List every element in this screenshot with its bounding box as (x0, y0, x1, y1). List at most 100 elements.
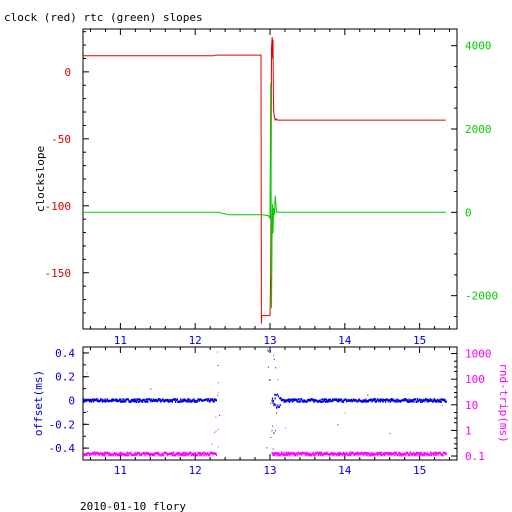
rtt-outlier (344, 412, 346, 414)
offset-point (90, 400, 92, 403)
offset-point (363, 400, 365, 403)
rtt-point (388, 453, 390, 455)
rtt-point (101, 453, 103, 456)
bottom-y2label: rnd-trip(ms) (497, 363, 510, 442)
rtt-point (127, 454, 130, 457)
rtt-point (97, 451, 99, 454)
offset-point (337, 400, 339, 402)
rtt-point (400, 454, 402, 457)
offset-point (279, 404, 281, 407)
rtt-point (85, 452, 87, 455)
top-x-axis: 11 12 13 14 15 (89, 29, 451, 347)
offset-point (130, 401, 132, 403)
rtt-point (317, 454, 319, 456)
offset-point (351, 400, 353, 403)
offset-point (429, 398, 432, 401)
rtt-point (377, 454, 379, 456)
rtt-point (385, 453, 387, 456)
rtt-point (434, 453, 436, 456)
rtt-point (313, 454, 315, 457)
rtt-point (372, 452, 375, 455)
offset-outlier (219, 414, 221, 416)
rtt-point (176, 453, 178, 456)
offset-point (88, 398, 90, 401)
offset-point (188, 399, 191, 402)
rtt-point (424, 454, 426, 457)
rtt-point (306, 454, 308, 457)
offset-point (409, 400, 411, 403)
offset-point (145, 398, 147, 401)
rtt-point (338, 452, 340, 454)
rtt-point (181, 452, 183, 455)
offset-point (434, 399, 436, 402)
offset-point (215, 399, 217, 402)
offset-point (328, 400, 331, 403)
rtt-point (430, 451, 432, 454)
rtt-point (296, 453, 298, 455)
rtt-point (283, 453, 285, 456)
offset-point (276, 406, 278, 409)
rtt-point (314, 453, 316, 456)
rtt-outlier (442, 404, 444, 406)
rtt-point (318, 453, 320, 455)
rtt-point (389, 452, 391, 455)
offset-point (280, 398, 282, 401)
offset-point (274, 393, 276, 396)
rtt-point (200, 451, 202, 454)
offset-point (392, 398, 394, 401)
rtt-point (441, 453, 443, 456)
rtt-point (442, 454, 444, 457)
rtt-point (149, 454, 152, 457)
rtt-point (430, 454, 432, 457)
offset-outlier (273, 432, 275, 434)
rtt-point (376, 452, 378, 454)
rtt-point (382, 453, 384, 456)
rtt-point (281, 452, 283, 455)
offset-point (293, 399, 295, 402)
rtt-point (186, 452, 188, 455)
rtt-point (287, 452, 289, 454)
rtt-point (83, 454, 85, 457)
rtt-point (197, 454, 199, 457)
offset-point (193, 399, 195, 402)
y-tick-label: 0.4 (55, 347, 75, 360)
offset-point (175, 400, 177, 403)
offset-point (182, 399, 184, 401)
rtt-point (405, 454, 407, 457)
rtt-point (393, 453, 395, 456)
offset-point (188, 400, 190, 403)
offset-point (443, 398, 445, 401)
rtt-point (293, 454, 296, 457)
offset-point (312, 398, 314, 401)
rtt-point (125, 453, 127, 456)
rtt-point (192, 454, 194, 457)
offset-point (123, 399, 125, 402)
offset-point (273, 404, 275, 407)
x-tick-label: 15 (413, 334, 426, 347)
rtt-point (346, 451, 348, 454)
rtt-point (180, 452, 182, 455)
rtt-point (321, 453, 323, 455)
offset-outlier (217, 364, 219, 366)
offset-point (353, 398, 355, 401)
rtt-point (113, 453, 115, 456)
rtt-point (314, 454, 316, 457)
offset-point (141, 400, 143, 403)
rtt-point (444, 451, 446, 454)
offset-point (413, 401, 415, 403)
offset-point (393, 399, 395, 402)
offset-point (411, 400, 413, 403)
offset-point (327, 400, 329, 403)
offset-point (171, 399, 173, 402)
rtt-point (380, 454, 382, 457)
offset-point (278, 406, 280, 409)
rtt-point (199, 454, 201, 457)
rtt-point (273, 451, 275, 454)
rtt-point (285, 452, 287, 455)
rtt-point (300, 452, 302, 454)
rtt-point (339, 451, 341, 454)
offset-point (426, 398, 428, 401)
rtt-point (290, 453, 292, 456)
rtt-point (415, 453, 417, 456)
